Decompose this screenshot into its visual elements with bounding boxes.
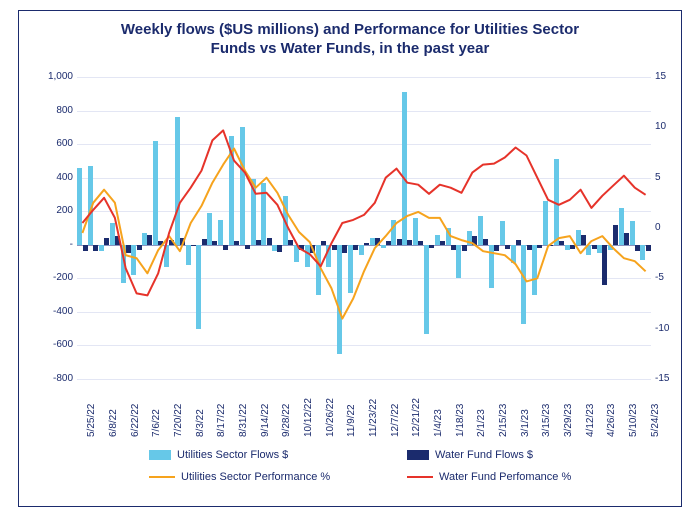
- legend-water-perf: Water Fund Perfomance %: [407, 471, 571, 483]
- y-left-tick: -400: [33, 306, 73, 317]
- x-tick: 2/15/23: [498, 404, 509, 437]
- x-tick: 12/21/22: [411, 398, 422, 437]
- legend-utilities-perf: Utilities Sector Performance %: [149, 471, 330, 483]
- x-tick: 11/9/22: [346, 404, 357, 437]
- x-tick: 10/12/22: [303, 398, 314, 437]
- y-right-tick: 5: [655, 172, 685, 183]
- y-right-tick: -10: [655, 323, 685, 334]
- x-tick: 3/1/23: [520, 409, 531, 437]
- x-tick: 9/28/22: [281, 404, 292, 437]
- x-tick: 8/17/22: [216, 404, 227, 437]
- plot-area: -800-600-400-200-2004006008001,000-15-10…: [77, 77, 651, 379]
- legend-label-utilities-perf: Utilities Sector Performance %: [181, 471, 330, 483]
- y-left-tick: 800: [33, 105, 73, 116]
- x-tick: 6/22/22: [130, 404, 141, 437]
- y-left-tick: -800: [33, 373, 73, 384]
- legend-swatch-water-flows: [407, 450, 429, 460]
- legend-water-flows: Water Fund Flows $: [407, 449, 533, 461]
- x-tick: 11/23/22: [368, 399, 379, 437]
- legend-swatch-utilities-perf: [149, 476, 175, 478]
- legend-swatch-utilities-flows: [149, 450, 171, 460]
- y-right-tick: 0: [655, 222, 685, 233]
- x-tick: 7/6/22: [151, 409, 162, 437]
- legend-label-water-perf: Water Fund Perfomance %: [439, 471, 571, 483]
- x-tick: 2/1/23: [476, 409, 487, 437]
- x-tick: 1/4/23: [433, 409, 444, 437]
- legend-label-utilities-flows: Utilities Sector Flows $: [177, 449, 288, 461]
- y-left-tick: 400: [33, 172, 73, 183]
- x-tick: 5/10/23: [628, 404, 639, 437]
- line-overlay: [77, 77, 651, 379]
- x-tick: 10/26/22: [325, 398, 336, 437]
- y-left-tick: -: [33, 239, 73, 250]
- x-tick: 4/12/23: [585, 404, 596, 437]
- legend-utilities-flows: Utilities Sector Flows $: [149, 449, 288, 461]
- y-left-tick: 1,000: [33, 71, 73, 82]
- y-left-tick: -200: [33, 272, 73, 283]
- x-tick: 3/29/23: [563, 404, 574, 437]
- y-left-tick: -600: [33, 339, 73, 350]
- x-tick: 8/3/22: [195, 409, 206, 437]
- legend-swatch-water-perf: [407, 476, 433, 478]
- title-line-2: Funds vs Water Funds, in the past year: [211, 40, 490, 57]
- x-tick: 1/18/23: [455, 404, 466, 437]
- x-tick: 3/15/23: [541, 404, 552, 437]
- x-tick: 12/7/22: [390, 404, 401, 437]
- legend: Utilities Sector Flows $ Water Fund Flow…: [77, 449, 651, 497]
- y-right-tick: -15: [655, 373, 685, 384]
- x-axis-labels: 5/25/22 6/8/22 6/22/22 7/6/22 7/20/22 8/3/22 8…: [77, 379, 651, 439]
- y-right-tick: 10: [655, 121, 685, 132]
- y-left-tick: 600: [33, 138, 73, 149]
- x-tick: 7/20/22: [173, 404, 184, 437]
- y-right-tick: -5: [655, 272, 685, 283]
- x-tick: 8/31/22: [238, 404, 249, 437]
- series-line: [82, 149, 645, 319]
- x-tick: 6/8/22: [108, 409, 119, 437]
- x-tick: 9/14/22: [260, 404, 271, 437]
- y-right-tick: 15: [655, 71, 685, 82]
- chart-title: Weekly flows ($US millions) and Performa…: [19, 21, 681, 59]
- title-line-1: Weekly flows ($US millions) and Performa…: [121, 21, 579, 38]
- chart-frame: Weekly flows ($US millions) and Performa…: [18, 10, 682, 507]
- x-tick: 5/24/23: [650, 404, 661, 437]
- x-tick: 5/25/22: [86, 404, 97, 437]
- x-tick: 4/26/23: [606, 404, 617, 437]
- legend-label-water-flows: Water Fund Flows $: [435, 449, 533, 461]
- y-left-tick: 200: [33, 205, 73, 216]
